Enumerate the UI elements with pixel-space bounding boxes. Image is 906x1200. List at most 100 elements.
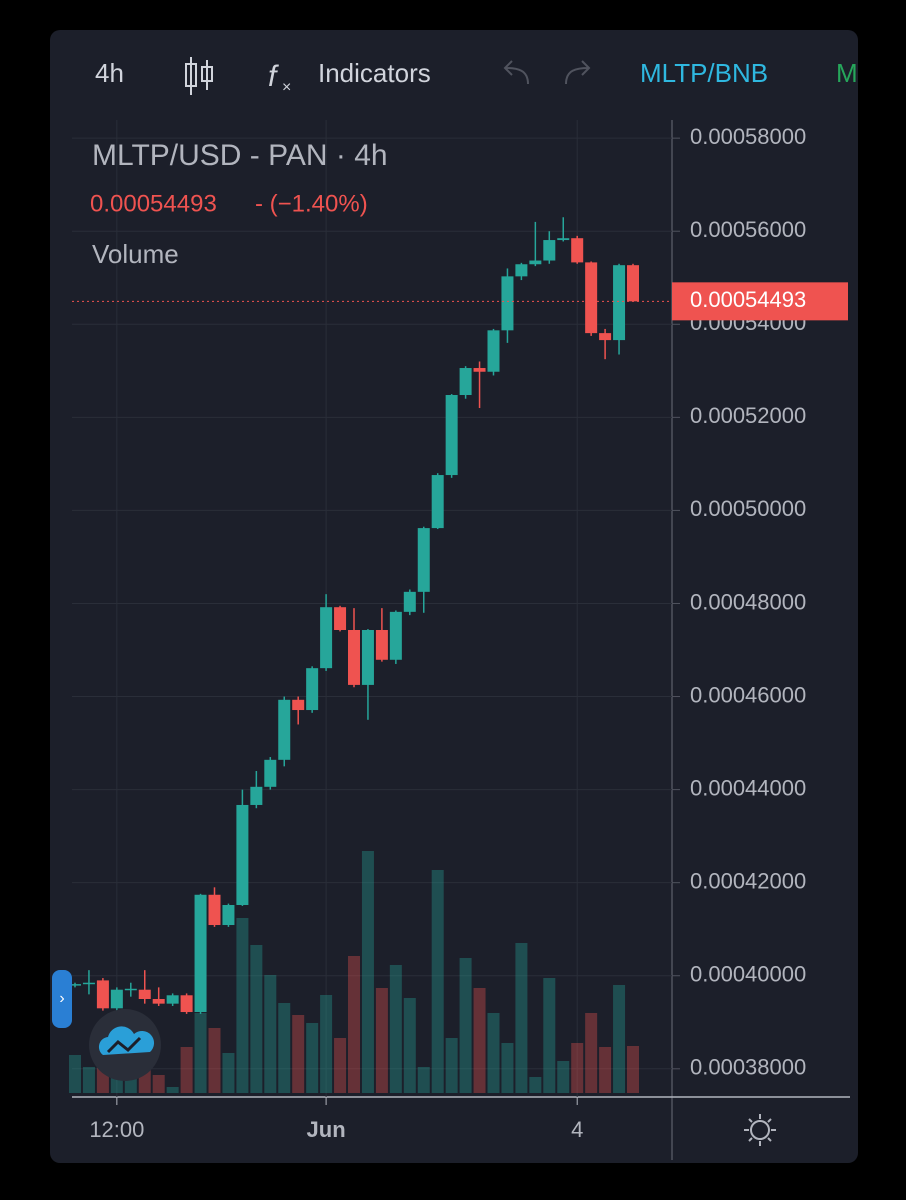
volume-bar xyxy=(571,1043,584,1093)
volume-bar xyxy=(361,851,374,1093)
symbol-tab[interactable]: MLTP/BNB xyxy=(640,58,768,88)
legend-title: MLTP/USD - PAN · 4h xyxy=(92,139,388,172)
volume-bar xyxy=(375,988,388,1093)
volume-bar xyxy=(82,1067,95,1093)
volume-bar xyxy=(403,998,416,1093)
volume-bar xyxy=(250,945,263,1093)
chart-type-button[interactable] xyxy=(185,57,213,95)
fx-icon-sub[interactable]: × xyxy=(282,79,291,96)
candle-body xyxy=(585,262,598,334)
indicators-button[interactable]: Indicators xyxy=(318,58,431,88)
volume-bar xyxy=(613,985,626,1093)
volume-bar xyxy=(487,1013,500,1093)
volume-bar xyxy=(166,1087,179,1093)
candle-body xyxy=(501,276,514,331)
volume-bar xyxy=(557,1061,570,1093)
candle-body xyxy=(487,330,500,372)
grid xyxy=(72,120,680,1105)
candles xyxy=(69,217,639,1014)
candle-body xyxy=(348,629,360,685)
y-tick-label: 0.00044000 xyxy=(690,775,806,800)
volume-bar xyxy=(459,958,472,1093)
candle-body xyxy=(334,607,347,630)
y-tick-label: 0.00048000 xyxy=(690,589,806,614)
candle-body xyxy=(571,238,584,263)
volume-bar xyxy=(194,1013,207,1093)
volume-bar xyxy=(306,1023,319,1093)
candle-body xyxy=(361,629,374,685)
candle-body xyxy=(208,894,221,926)
y-tick-label: 0.00052000 xyxy=(690,403,806,428)
candle-body xyxy=(138,989,151,1000)
candle-body xyxy=(389,611,402,660)
candle-body xyxy=(557,238,570,241)
volume-bar xyxy=(627,1046,639,1093)
candle-body xyxy=(166,995,179,1004)
candle-body xyxy=(417,528,430,592)
volume-bar xyxy=(236,918,249,1093)
legend-price: 0.00054493 xyxy=(90,190,217,217)
sidebar-toggle[interactable] xyxy=(52,970,72,1028)
y-tick-label: 0.00046000 xyxy=(690,682,806,707)
volume-pane xyxy=(69,851,639,1093)
candle-body xyxy=(543,240,556,261)
candle-body xyxy=(180,995,193,1013)
volume-bar xyxy=(180,1047,193,1093)
legend-change: - (−1.40%) xyxy=(255,190,368,217)
volume-bar xyxy=(599,1047,612,1093)
candle-body xyxy=(306,668,319,711)
candle-body xyxy=(445,395,458,476)
candle-body xyxy=(152,999,165,1004)
candle-body xyxy=(236,804,249,906)
volume-bar xyxy=(208,1028,221,1093)
volume-bar xyxy=(278,1003,291,1093)
volume-bar xyxy=(334,1038,347,1093)
candle-body xyxy=(292,699,305,711)
volume-bar xyxy=(348,956,360,1093)
candle-body xyxy=(82,982,95,985)
candle-body xyxy=(96,980,109,1009)
y-tick-label: 0.00056000 xyxy=(690,217,806,242)
candle-body xyxy=(627,265,639,302)
volume-bar xyxy=(264,975,277,1093)
sidebar-toggle-icon[interactable]: › xyxy=(59,990,64,1007)
candle-body xyxy=(459,368,472,396)
y-tick-label: 0.00050000 xyxy=(690,496,806,521)
y-tick-label: 0.00038000 xyxy=(690,1055,806,1080)
candle-body xyxy=(250,786,263,805)
volume-bar xyxy=(529,1077,542,1093)
volume-bar xyxy=(292,1015,305,1093)
candle-body xyxy=(403,591,416,612)
logo-line xyxy=(106,1036,142,1054)
y-tick-label: 0.00058000 xyxy=(690,124,806,149)
candle-body xyxy=(613,265,626,341)
candle-body xyxy=(320,607,333,669)
candle-body xyxy=(375,629,388,660)
symbol-tab[interactable]: M xyxy=(836,58,858,88)
x-tick-label: 4 xyxy=(571,1117,583,1142)
volume-bar xyxy=(501,1043,514,1093)
candle-body xyxy=(222,905,235,926)
interval-button[interactable]: 4h xyxy=(95,58,124,88)
volume-bar xyxy=(445,1038,458,1093)
candle-body xyxy=(599,333,612,341)
volume-legend: Volume xyxy=(92,239,179,269)
undo-button[interactable] xyxy=(503,60,529,85)
redo-button[interactable] xyxy=(565,60,591,85)
last-price-tag xyxy=(672,282,848,321)
y-tick-label: 0.00042000 xyxy=(690,868,806,893)
volume-bar xyxy=(515,943,528,1093)
settings-button[interactable] xyxy=(744,1114,776,1146)
volume-bar xyxy=(222,1053,235,1093)
fx-icon[interactable]: f xyxy=(268,60,279,93)
panel xyxy=(50,30,858,1163)
candle-body xyxy=(264,759,277,787)
volume-bar xyxy=(152,1075,165,1093)
candle-body xyxy=(278,699,291,760)
volume-bar xyxy=(431,870,444,1093)
candle-body xyxy=(515,264,528,277)
volume-bar xyxy=(543,978,556,1093)
volume-bar xyxy=(585,1013,598,1093)
